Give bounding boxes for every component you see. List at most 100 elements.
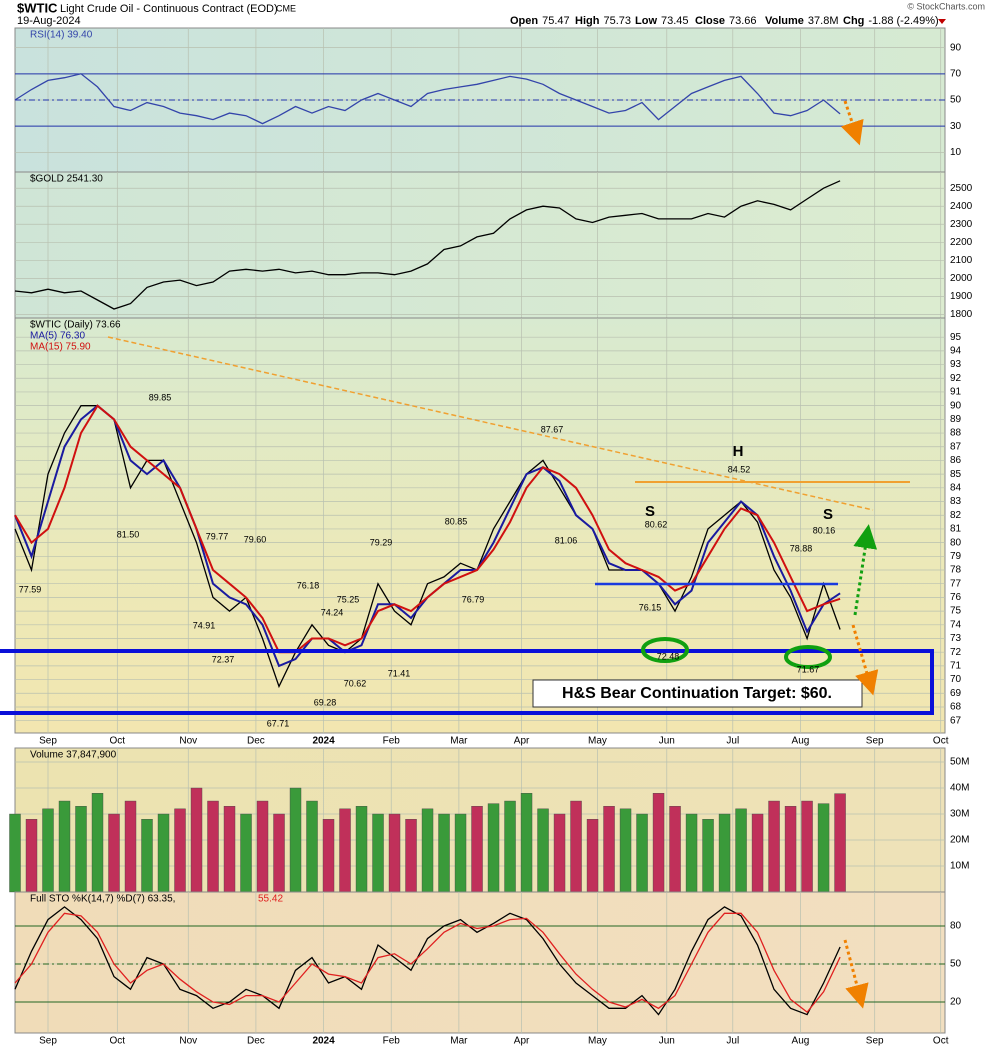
volume-bar: [652, 793, 665, 893]
x-tick-label: Apr: [514, 736, 530, 747]
volume-bar: [553, 813, 566, 893]
quote-label: High: [575, 15, 600, 27]
y-tick-label: 2000: [950, 273, 973, 284]
series-line: [14, 906, 841, 1016]
y-tick-label: 68: [950, 702, 962, 713]
x-tick-label: Sep: [39, 736, 57, 747]
quote-value: 73.66: [729, 15, 757, 27]
volume-bar: [669, 806, 681, 893]
legend-entry: 55.42: [258, 894, 283, 905]
x-tick-label: Nov: [179, 1036, 197, 1047]
shoulder-marker: [641, 637, 689, 663]
y-tick-label: 94: [950, 346, 962, 357]
quote-value: 37.8M: [808, 15, 839, 27]
series-line: [14, 73, 841, 125]
y-tick-label: 10M: [950, 861, 969, 872]
y-tick-label: 74: [950, 619, 962, 630]
volume-bar: [801, 800, 813, 893]
series-line: [14, 404, 841, 654]
price-label: 71.41: [388, 668, 411, 678]
y-tick-label: 80: [950, 921, 962, 932]
price-label: 74.24: [321, 607, 344, 617]
volume-bar: [372, 813, 384, 893]
down-triangle: [938, 19, 946, 24]
x-tick-label: Aug: [792, 736, 810, 747]
panels: 10 30 50 70 90 RSI(14) 39.40 1800 1900 2000 2100 2…: [0, 27, 973, 1047]
volume-bar: [339, 808, 351, 893]
y-tick-label: 70: [950, 68, 962, 79]
x-tick-label: Nov: [179, 736, 197, 747]
y-tick-label: 2500: [950, 183, 973, 194]
volume-bar: [784, 806, 797, 893]
volume-bar: [735, 808, 747, 893]
x-tick-label: Sep: [866, 1036, 884, 1047]
quote-label: Close: [695, 15, 725, 27]
x-tick-label: 2024: [312, 736, 335, 747]
y-tick-label: 50M: [950, 757, 969, 768]
volume-bar: [25, 819, 38, 893]
target-label: H&S Bear Continuation Target: $60.: [562, 685, 832, 702]
price-label: 72.48: [657, 651, 680, 661]
x-tick-label: Aug: [792, 1036, 810, 1047]
x-tick-label: Oct: [933, 736, 949, 747]
volume-bar: [141, 819, 153, 893]
volume-bar: [174, 808, 186, 893]
volume-bar: [108, 813, 120, 893]
volume-bar: [751, 813, 764, 893]
volume-bar: [586, 819, 599, 893]
volume-bar: [504, 800, 516, 893]
x-tick-label: Sep: [866, 736, 884, 747]
price-label: 76.79: [462, 594, 485, 604]
y-tick-label: 77: [950, 578, 962, 589]
y-tick-label: 93: [950, 359, 962, 370]
y-tick-label: 79: [950, 551, 962, 562]
price-label: 76.18: [297, 580, 320, 590]
volume-bar: [619, 808, 632, 893]
volume-bar: [322, 819, 335, 893]
y-tick-label: 76: [950, 592, 962, 603]
y-tick-label: 82: [950, 510, 962, 521]
price-label: 71.67: [797, 664, 820, 674]
y-tick-label: 89: [950, 414, 962, 425]
volume-bar: [768, 800, 780, 893]
quote-value: 75.73: [603, 15, 631, 27]
x-tick-label: Jun: [659, 1036, 675, 1047]
price-label: 76.15: [639, 602, 662, 612]
volume-bar: [42, 808, 54, 893]
quote-value: 75.47: [542, 15, 570, 27]
volume-bar: [388, 813, 401, 893]
y-tick-label: 50: [950, 959, 962, 970]
price-label: 80.16: [813, 525, 836, 535]
x-tick-label: Oct: [110, 1036, 126, 1047]
legend-entry: Full STO %K(14,7) %D(7) 63.35,: [30, 894, 175, 905]
y-tick-label: 2100: [950, 255, 973, 266]
y-tick-label: 50: [950, 95, 962, 106]
y-tick-label: 70: [950, 674, 962, 685]
symbol: $WTIC: [17, 0, 58, 15]
volume-bar: [834, 793, 846, 893]
pattern-label: S: [823, 506, 833, 523]
price-label: 75.25: [337, 594, 360, 604]
y-tick-label: 20M: [950, 835, 969, 846]
volume-bar: [91, 793, 104, 893]
x-tick-label: May: [588, 1036, 607, 1047]
volume-bar: [702, 819, 714, 893]
price-label: 81.06: [555, 535, 578, 545]
volume-bar: [157, 813, 170, 893]
y-tick-label: 85: [950, 469, 962, 480]
x-tick-label: Apr: [514, 1036, 530, 1047]
y-tick-label: 69: [950, 688, 962, 699]
x-tick-label: Feb: [383, 736, 401, 747]
series-line: [14, 912, 841, 1014]
volume-bar: [273, 813, 285, 893]
y-tick-label: 86: [950, 455, 962, 466]
y-tick-label: 1800: [950, 309, 973, 320]
volume-bar: [636, 813, 648, 893]
price-label: 67.71: [267, 718, 290, 728]
legend-entry: Volume 37,847,900: [30, 750, 117, 761]
volume-bar: [421, 808, 434, 893]
volume-bar: [223, 806, 236, 893]
y-tick-label: 92: [950, 373, 962, 384]
volume-bar: [405, 819, 417, 893]
volume-bar: [471, 806, 483, 893]
